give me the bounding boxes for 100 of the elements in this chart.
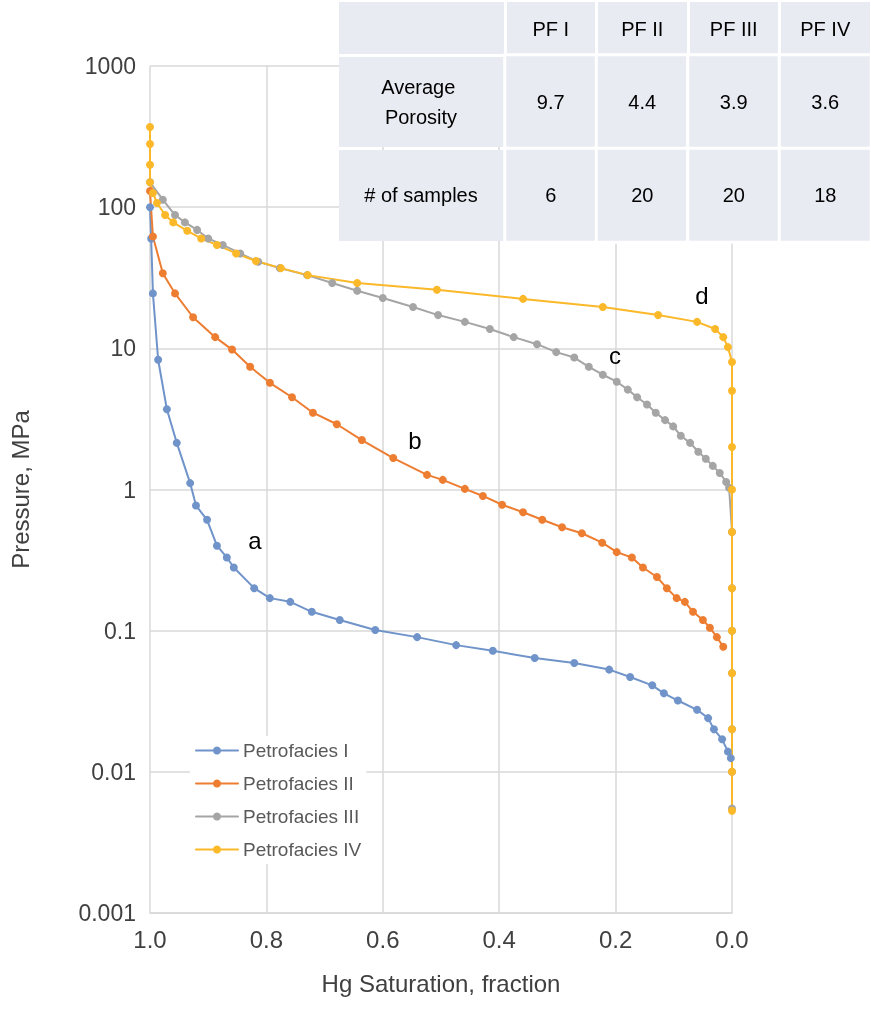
point	[246, 362, 255, 371]
point	[612, 377, 621, 386]
y-tick-label: Average Porosity	[381, 75, 461, 128]
point	[371, 626, 380, 635]
point	[228, 345, 237, 354]
point	[158, 195, 167, 204]
point	[693, 317, 702, 326]
point	[148, 289, 157, 298]
x-tick-label: PF III	[709, 18, 758, 40]
point	[146, 160, 154, 169]
point	[353, 279, 362, 288]
data-label: 20	[631, 184, 654, 207]
point	[286, 597, 295, 606]
y-tick-label: 1	[123, 476, 136, 503]
legend-label: Petrofacies IV	[243, 839, 362, 860]
point	[332, 420, 341, 429]
point	[676, 431, 685, 440]
point	[627, 553, 636, 562]
point	[659, 689, 668, 698]
annotation: a	[248, 526, 263, 554]
x-tick-label: 0.0	[715, 925, 749, 953]
point	[605, 665, 614, 674]
y-tick-label: 100	[97, 194, 136, 221]
point	[478, 491, 487, 500]
legend-label: Petrofacies II	[243, 773, 354, 794]
point	[460, 317, 469, 326]
point	[726, 754, 735, 763]
legend-label: Petrofacies III	[243, 806, 360, 827]
point	[533, 340, 542, 349]
y-tick-label: 0.01	[91, 758, 136, 785]
point	[662, 584, 671, 593]
point	[161, 211, 170, 219]
point	[211, 333, 220, 342]
point	[434, 311, 443, 320]
point	[308, 408, 317, 417]
point	[485, 325, 494, 334]
point	[288, 393, 297, 402]
legend-label: Petrofacies I	[243, 740, 349, 761]
point	[146, 122, 154, 131]
y-tick-label: 0.001	[78, 900, 136, 926]
annotation: c	[609, 341, 621, 369]
point	[723, 343, 732, 352]
point	[626, 672, 635, 681]
point	[598, 538, 607, 547]
point	[519, 508, 528, 517]
point	[723, 747, 732, 756]
point	[698, 616, 707, 624]
point	[651, 408, 660, 417]
data-label: 18	[814, 184, 837, 207]
point	[672, 594, 681, 603]
point	[169, 218, 178, 227]
point	[357, 436, 366, 445]
point	[452, 641, 461, 650]
y-tick-label: 0.1	[104, 617, 136, 644]
point	[180, 218, 189, 227]
point	[577, 529, 586, 538]
point	[712, 633, 721, 642]
point	[186, 479, 195, 488]
point	[189, 313, 198, 322]
point	[146, 140, 154, 149]
point	[570, 659, 579, 668]
point	[409, 303, 418, 312]
point	[728, 443, 736, 451]
point	[171, 289, 180, 298]
point	[432, 285, 441, 294]
point	[353, 286, 362, 295]
y-tick-label: 10	[110, 335, 136, 362]
point	[709, 725, 718, 734]
point	[728, 358, 736, 367]
point	[498, 500, 507, 509]
point	[652, 573, 661, 581]
point	[598, 303, 607, 312]
point	[212, 541, 221, 550]
point	[643, 400, 652, 409]
point	[689, 607, 698, 616]
point	[204, 234, 213, 243]
point	[265, 594, 274, 603]
point	[722, 478, 731, 486]
point	[719, 642, 728, 651]
point	[669, 422, 678, 431]
point	[212, 240, 221, 249]
point	[719, 333, 728, 342]
point	[686, 438, 695, 447]
data-label: 6	[545, 184, 557, 207]
point	[552, 348, 561, 357]
point	[152, 199, 161, 208]
data-label: 4.4	[628, 90, 657, 113]
point	[328, 279, 337, 288]
x-tick-label: PF IV	[800, 18, 851, 40]
x-tick-label: 1.0	[133, 925, 167, 953]
point	[250, 584, 259, 593]
point	[623, 385, 632, 394]
point	[708, 461, 717, 470]
point	[413, 633, 422, 642]
x-tick-label: PF I	[532, 18, 570, 40]
annotation: b	[408, 426, 422, 454]
point	[197, 234, 206, 243]
point	[389, 454, 398, 463]
point	[661, 416, 670, 425]
data-label: 3.9	[719, 90, 748, 113]
